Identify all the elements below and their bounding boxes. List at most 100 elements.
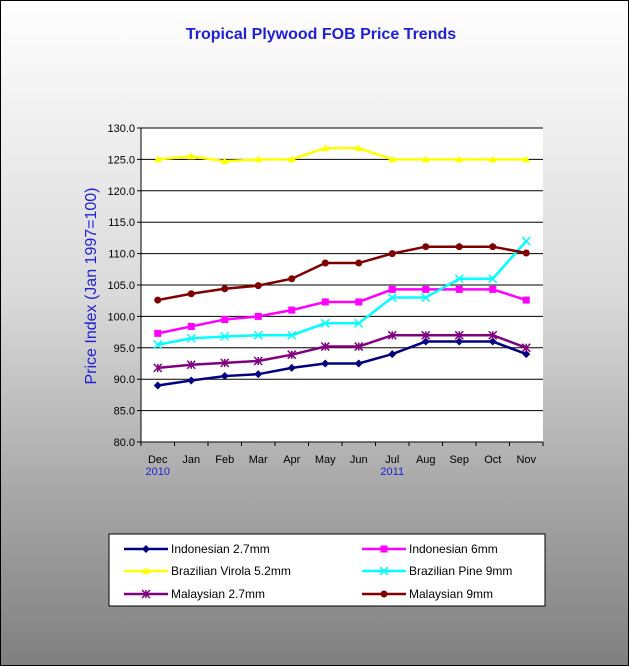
data-point [380, 590, 388, 598]
data-point [379, 566, 389, 576]
series-line [157, 288, 527, 335]
series-line [157, 333, 527, 370]
data-point [388, 155, 397, 163]
data-point [421, 330, 431, 340]
y-tick-label: 100.0 [107, 311, 135, 323]
x-tick-label: Apr [283, 454, 300, 466]
x-tick-label: May [315, 454, 336, 466]
year-label: 2011 [380, 466, 404, 478]
x-tick-label: Aug [416, 454, 436, 466]
data-point [220, 372, 229, 381]
y-tick-label: 120.0 [107, 186, 135, 198]
series-indonesian-6mm [154, 285, 530, 337]
series-brazilian-virola-5-2mm [153, 144, 531, 165]
data-point [522, 249, 530, 257]
legend-entry: Brazilian Pine 9mm [362, 564, 512, 578]
y-tick-label: 85.0 [114, 406, 135, 418]
data-point [187, 322, 195, 330]
data-point [187, 376, 196, 385]
data-point [488, 274, 498, 284]
data-point [254, 155, 263, 163]
legend-entry: Indonesian 2.7mm [124, 542, 270, 556]
data-point [186, 333, 196, 343]
series-line [157, 340, 527, 387]
data-point [220, 358, 230, 368]
data-point [321, 298, 329, 306]
legend-label: Brazilian Virola 5.2mm [171, 564, 291, 578]
data-point [320, 318, 330, 328]
data-point [142, 567, 150, 574]
data-point [387, 293, 397, 303]
data-point [154, 296, 162, 304]
data-point [455, 337, 464, 346]
data-point [320, 342, 330, 352]
data-point [254, 312, 262, 320]
data-point [153, 363, 163, 373]
y-tick-label: 110.0 [108, 249, 135, 261]
data-point [253, 330, 263, 340]
data-point [455, 155, 464, 163]
data-point [142, 545, 150, 553]
x-tick-label: Oct [484, 454, 501, 466]
data-point [153, 381, 162, 390]
data-point [253, 356, 263, 366]
legend-entry: Malaysian 2.7mm [124, 587, 265, 601]
data-point [287, 155, 296, 163]
data-point [454, 274, 464, 284]
data-point [220, 331, 230, 342]
data-point [455, 285, 463, 293]
data-point [287, 330, 297, 340]
data-point [489, 243, 497, 251]
data-point [488, 155, 497, 163]
plot-area: 80.0 85.0 90.0 95.0 100.0 105.0 110.0 115.0 120.… [107, 123, 544, 478]
y-tick-label: 130.0 [107, 123, 135, 135]
legend: Indonesian 2.7mm Indonesian 6mm Brazilian … [108, 533, 546, 607]
x-tick-label: Dec [148, 454, 168, 466]
series-line [157, 240, 528, 346]
data-point [288, 275, 296, 283]
data-point [388, 250, 396, 258]
legend-entry: Brazilian Virola 5.2mm [124, 564, 291, 578]
data-point [220, 157, 229, 165]
data-point [355, 259, 363, 267]
data-point [422, 285, 430, 293]
legend-label: Malaysian 9mm [409, 587, 493, 601]
x-tick-label: Jan [182, 454, 200, 466]
data-point [421, 293, 431, 303]
data-point [154, 329, 162, 337]
data-point [221, 316, 229, 324]
legend-entry: Malaysian 9mm [362, 587, 493, 601]
data-point [355, 298, 363, 306]
legend-label: Indonesian 2.7mm [171, 542, 270, 556]
x-tick-label: Sep [449, 454, 469, 466]
data-point [321, 144, 330, 152]
data-point [354, 318, 364, 328]
x-tick-label: Jul [385, 454, 399, 466]
data-point [153, 340, 163, 350]
data-point [388, 350, 397, 359]
series-line [157, 146, 527, 163]
series-malaysian-9mm [154, 243, 530, 304]
data-point [522, 350, 531, 359]
legend-label: Brazilian Pine 9mm [409, 564, 512, 578]
data-point [287, 363, 296, 372]
x-tick-label: Mar [249, 454, 268, 466]
x-tick-label: Jun [350, 454, 368, 466]
y-tick-label: 115.0 [108, 217, 135, 229]
data-point [521, 236, 531, 246]
data-point [254, 282, 262, 290]
data-point [321, 259, 329, 267]
data-point [488, 337, 497, 346]
data-point [522, 155, 531, 163]
data-point [354, 144, 363, 152]
series-line [157, 245, 527, 302]
data-point [287, 350, 297, 360]
y-tick-label: 105.0 [107, 280, 135, 292]
data-point [354, 342, 364, 352]
legend-label: Malaysian 2.7mm [171, 587, 265, 601]
chart-title: Tropical Plywood FOB Price Trends [186, 26, 456, 43]
y-tick-label: 95.0 [114, 343, 135, 355]
data-point [387, 330, 397, 340]
